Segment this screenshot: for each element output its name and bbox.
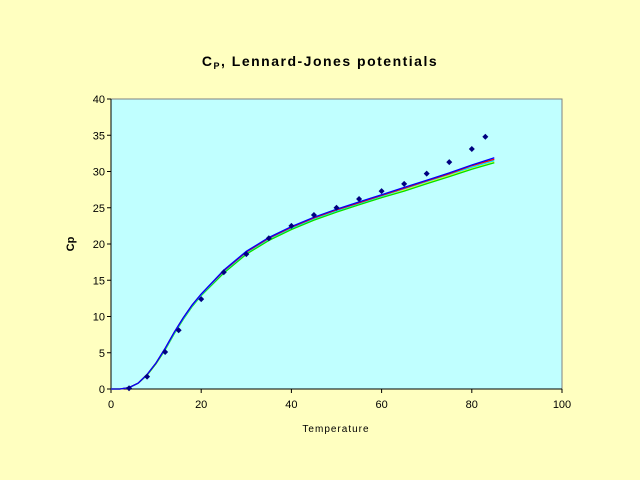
data-point: [126, 385, 133, 392]
x-tick-label: 100: [553, 399, 571, 411]
y-tick-label: 30: [93, 167, 105, 179]
x-tick-label: 40: [285, 399, 297, 411]
y-tick-label: 15: [93, 275, 105, 287]
data-point: [220, 269, 227, 276]
data-point: [144, 373, 151, 380]
y-tick-label: 40: [93, 94, 105, 106]
data-point: [162, 349, 169, 356]
x-tick-label: 20: [195, 399, 207, 411]
y-tick-label: 35: [93, 130, 105, 142]
axes: 0 20 40 60 80 100 0 5 10 15 20 25 30 35 40: [93, 94, 571, 411]
data-point: [378, 188, 385, 195]
chart-title: CP, Lennard-Jones potentials: [202, 53, 438, 71]
data-point: [198, 296, 205, 303]
plot-area: [110, 98, 563, 390]
y-tick-label: 10: [93, 312, 105, 324]
data-point: [401, 180, 408, 187]
y-tick-label: 25: [93, 203, 105, 215]
x-tick-label: 0: [108, 399, 114, 411]
data-point: [265, 235, 272, 242]
y-axis-label: Cp: [65, 236, 77, 251]
data-point: [288, 222, 295, 229]
data-point: [356, 196, 363, 203]
data-point: [482, 133, 489, 140]
y-tick-label: 5: [99, 348, 105, 360]
data-point: [446, 159, 453, 166]
data-point: [310, 212, 317, 218]
x-axis-label: Temperature: [302, 424, 369, 435]
data-point: [175, 327, 182, 334]
data-points: [126, 133, 489, 392]
data-point: [423, 170, 430, 177]
data-point: [333, 204, 340, 211]
y-tick-label: 0: [99, 384, 105, 396]
x-tick-label: 60: [375, 399, 387, 411]
data-point: [243, 251, 250, 258]
x-tick-label: 80: [466, 399, 478, 411]
y-tick-label: 20: [93, 239, 105, 251]
data-point: [468, 146, 475, 153]
